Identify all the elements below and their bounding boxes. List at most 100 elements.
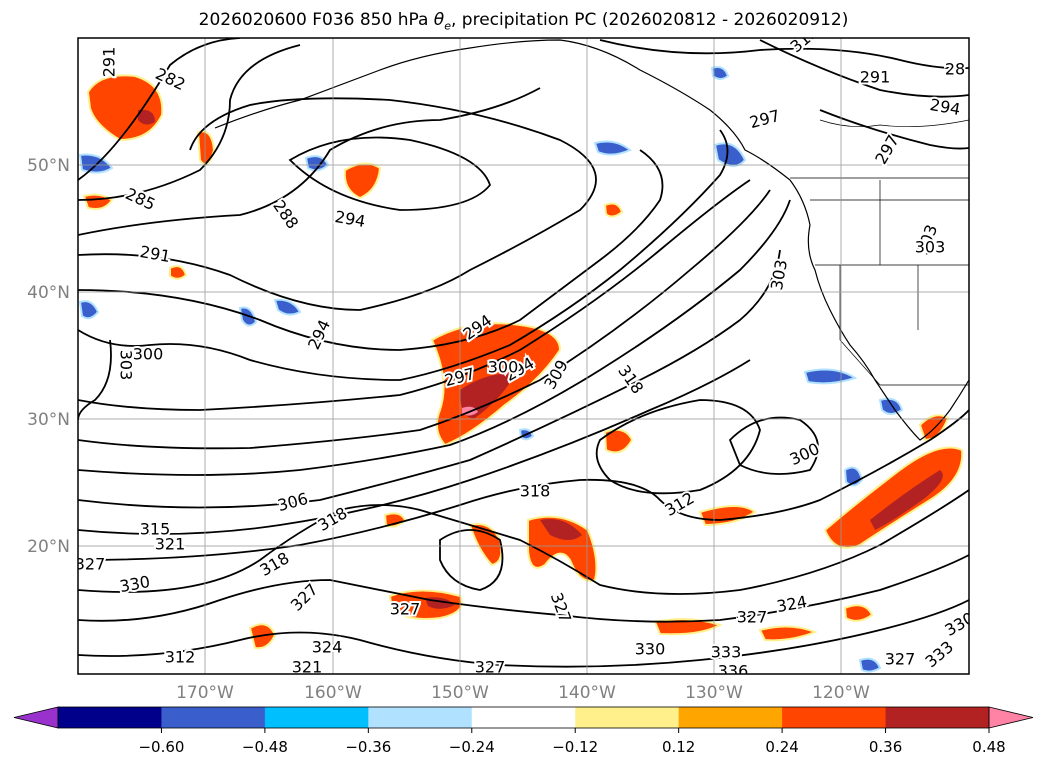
colorbar-tick-label: −0.12 xyxy=(552,738,598,756)
lon-label: 140°W xyxy=(558,683,616,703)
precip-patch xyxy=(343,162,382,200)
colorbar: −0.60 −0.48 −0.36 −0.24 −0.12 0.12 0.24 0.36 0.4… xyxy=(13,706,1034,756)
colorbar-bin xyxy=(264,707,369,728)
precip-patch-negative xyxy=(858,657,882,673)
coastline-north-america xyxy=(789,179,969,441)
contour-line xyxy=(599,39,969,70)
colorbar-tick-label: 0.24 xyxy=(765,738,798,756)
colorbar-bin xyxy=(575,707,680,728)
precip-patch-negative xyxy=(593,140,632,156)
precip-patch xyxy=(388,589,463,620)
precip-patch xyxy=(653,618,723,636)
contour-label: 303 xyxy=(915,238,946,257)
negative-precip-patches xyxy=(78,66,904,673)
contour-line xyxy=(78,97,597,311)
contour-label: 300 xyxy=(133,345,164,364)
lon-label: 170°W xyxy=(176,683,234,703)
colorbar-bin xyxy=(161,707,266,728)
precip-patch xyxy=(169,265,188,280)
lon-label: 160°W xyxy=(304,683,362,703)
contour-line xyxy=(78,409,969,561)
title-theta: θ xyxy=(433,10,445,30)
map-frame xyxy=(77,37,970,675)
lat-label: 40°N xyxy=(27,283,70,303)
colorbar-tick-label: −0.60 xyxy=(138,738,184,756)
colorbar-tick-label: 0.48 xyxy=(972,738,1005,756)
precip-patch xyxy=(870,470,943,530)
contour-label: 28 xyxy=(945,60,965,79)
lon-label: 150°W xyxy=(431,683,489,703)
lat-label: 30°N xyxy=(27,410,70,430)
coastline-alaska xyxy=(214,39,791,181)
contour-line xyxy=(288,136,492,211)
precip-patch xyxy=(460,374,515,419)
precip-patch xyxy=(196,130,216,166)
contour-label: 318 xyxy=(520,482,551,501)
precip-patch xyxy=(758,625,818,642)
contour-label: 315 xyxy=(140,520,171,539)
colorbar-tick-label: 0.36 xyxy=(869,738,902,756)
contour-label: 336 xyxy=(718,662,749,681)
contour-label: 291 xyxy=(860,68,891,87)
contour-line xyxy=(728,416,819,475)
contour-line xyxy=(78,249,781,509)
axis-labels: 50°N 40°N 30°N 20°N 170°W 160°W 150°W 14… xyxy=(27,156,870,703)
title-theta-sub: e xyxy=(444,19,451,33)
colorbar-bin xyxy=(782,707,887,728)
contour-line xyxy=(595,399,761,495)
colorbar-bin xyxy=(368,707,473,728)
border-states xyxy=(810,180,969,386)
colorbar-frame xyxy=(57,706,990,729)
contour-label: 321 xyxy=(155,535,186,554)
graticule xyxy=(78,38,969,674)
lon-label: 130°W xyxy=(685,683,743,703)
contour-line xyxy=(78,599,969,668)
coastlines xyxy=(214,39,969,441)
lat-label: 50°N xyxy=(27,156,70,176)
contour-label: 327 xyxy=(390,600,421,619)
contour-line xyxy=(78,38,241,181)
contour-line xyxy=(819,109,969,150)
map-title: 2026020600 F036 850 hPa θe, precipitatio… xyxy=(0,10,1047,32)
precip-patch xyxy=(823,446,964,549)
precip-patch xyxy=(138,109,155,125)
colorbar-tick-label: 0.12 xyxy=(662,738,695,756)
precip-patch xyxy=(468,523,503,567)
contour-line xyxy=(759,39,969,98)
contour-line xyxy=(78,179,751,411)
contour-label: 300 xyxy=(488,358,519,377)
precip-patch xyxy=(540,519,582,540)
contour-line xyxy=(78,189,771,450)
colorbar-extend-low xyxy=(13,706,59,729)
contour-label: 312 xyxy=(165,648,196,667)
title-prefix: 2026020600 F036 850 hPa xyxy=(198,10,434,30)
colorbar-extend-high xyxy=(988,706,1034,729)
precip-patch-negative xyxy=(803,368,858,385)
contour-label: 321 xyxy=(292,658,323,677)
contour-line xyxy=(78,489,969,595)
precip-patch xyxy=(843,604,874,622)
contour-label: 324 xyxy=(312,638,343,657)
contour-label: 291 xyxy=(100,47,119,78)
contour-line xyxy=(78,129,729,381)
contour-label: 327 xyxy=(885,650,916,669)
precip-patch-negative xyxy=(273,298,302,316)
contour-line xyxy=(439,529,504,591)
contour-label: 333 xyxy=(711,643,742,662)
colorbar-bin xyxy=(678,707,783,728)
precip-patch-negative xyxy=(710,66,730,80)
colorbar-bin xyxy=(471,707,576,728)
contour-line xyxy=(78,199,791,476)
contour-label: 327 xyxy=(475,658,506,677)
precip-patch-negative xyxy=(878,397,904,415)
contour-line xyxy=(78,149,664,351)
colorbar-bin xyxy=(885,707,990,728)
contour-label: 327 xyxy=(737,608,768,627)
colorbar-tick-label: −0.24 xyxy=(449,738,495,756)
title-suffix: , precipitation PC (2026020812 - 2026020… xyxy=(450,10,849,30)
contour-label: 294 xyxy=(333,207,366,231)
contour-line xyxy=(78,44,301,201)
contour-line xyxy=(78,359,751,535)
